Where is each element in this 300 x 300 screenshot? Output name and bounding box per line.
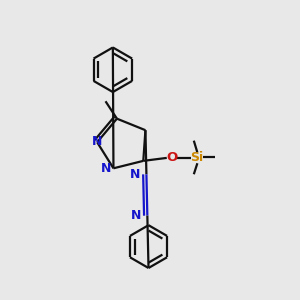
- Text: Si: Si: [190, 151, 203, 164]
- Text: N: N: [101, 162, 111, 175]
- Text: O: O: [166, 151, 177, 164]
- Text: N: N: [92, 134, 102, 148]
- Text: N: N: [131, 209, 141, 222]
- Text: N: N: [130, 168, 140, 181]
